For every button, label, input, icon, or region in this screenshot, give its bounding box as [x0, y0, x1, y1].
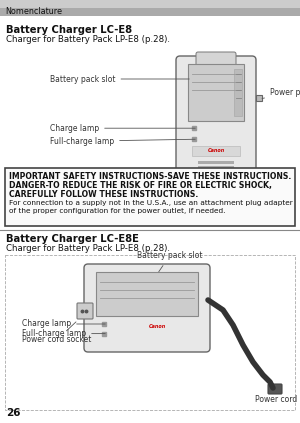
Bar [198, 165, 234, 168]
Text: Full-charge lamp: Full-charge lamp [50, 137, 195, 146]
Text: Power cord socket: Power cord socket [22, 322, 92, 344]
Text: Battery Charger LC-E8E: Battery Charger LC-E8E [6, 234, 139, 244]
FancyBboxPatch shape [5, 168, 295, 226]
Text: For connection to a supply not in the U.S.A., use an attachment plug adapter: For connection to a supply not in the U.… [9, 200, 293, 206]
Text: of the proper configuration for the power outlet, if needed.: of the proper configuration for the powe… [9, 208, 226, 214]
Bar [256, 96, 262, 102]
FancyBboxPatch shape [77, 303, 93, 319]
FancyBboxPatch shape [196, 52, 236, 70]
FancyBboxPatch shape [84, 264, 210, 352]
Text: CAREFULLY FOLLOW THESE INSTRUCTIONS.: CAREFULLY FOLLOW THESE INSTRUCTIONS. [9, 190, 198, 199]
Text: DANGER-TO REDUCE THE RISK OF FIRE OR ELECTRIC SHOCK,: DANGER-TO REDUCE THE RISK OF FIRE OR ELE… [9, 181, 272, 190]
Bar [0, 8, 300, 16]
FancyBboxPatch shape [96, 272, 198, 316]
Text: Charger for Battery Pack LP-E8 (p.28).: Charger for Battery Pack LP-E8 (p.28). [6, 244, 170, 253]
Text: Canon: Canon [148, 324, 166, 329]
Bar [198, 161, 234, 164]
Bar [192, 146, 240, 156]
Bar [0, 0, 300, 8]
Text: Power plug: Power plug [262, 88, 300, 99]
FancyBboxPatch shape [176, 56, 256, 174]
Text: Charge lamp: Charge lamp [50, 124, 195, 133]
Text: IMPORTANT SAFETY INSTRUCTIONS-SAVE THESE INSTRUCTIONS.: IMPORTANT SAFETY INSTRUCTIONS-SAVE THESE… [9, 172, 291, 181]
Bar [234, 69, 242, 116]
Text: Nomenclature: Nomenclature [5, 8, 62, 16]
Text: Battery pack slot: Battery pack slot [137, 252, 202, 272]
Text: Canon: Canon [207, 148, 225, 153]
Text: Battery pack slot: Battery pack slot [50, 74, 189, 83]
Text: 26: 26 [6, 408, 20, 418]
Text: Battery Charger LC-E8: Battery Charger LC-E8 [6, 25, 132, 35]
FancyBboxPatch shape [188, 64, 244, 121]
Text: Charger for Battery Pack LP-E8 (p.28).: Charger for Battery Pack LP-E8 (p.28). [6, 35, 170, 44]
Text: Charge lamp: Charge lamp [22, 319, 105, 329]
Text: Full-charge lamp: Full-charge lamp [22, 329, 105, 338]
Text: Power cord: Power cord [255, 388, 297, 404]
FancyBboxPatch shape [268, 384, 282, 394]
